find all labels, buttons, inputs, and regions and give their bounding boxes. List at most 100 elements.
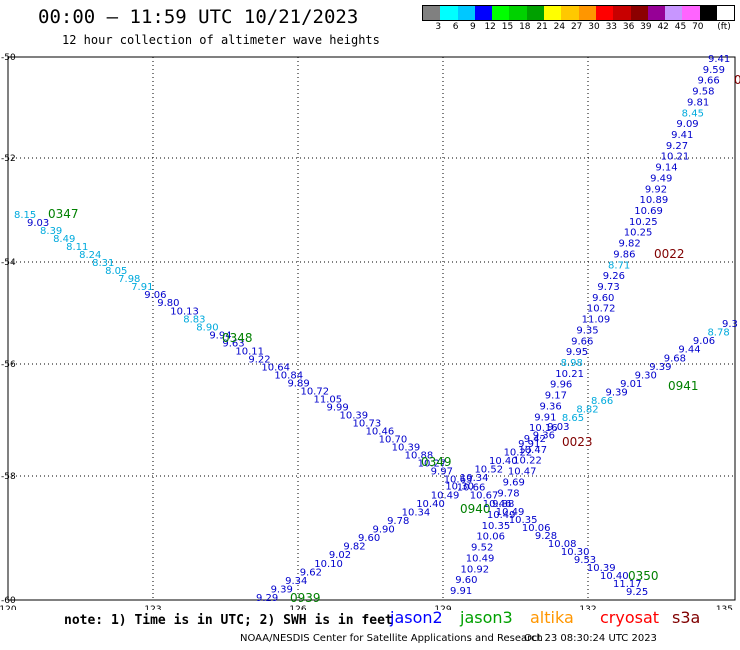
swh-value: 8.98 [561, 358, 583, 369]
map-title: 00:00 – 11:59 UTC 10/21/2023 [38, 6, 359, 28]
swh-value: 9.14 [655, 163, 677, 174]
legend-label: 30 [588, 22, 600, 32]
swh-value: 10.25 [624, 228, 653, 239]
swh-value: 9.29 [256, 593, 278, 604]
legend-label: 45 [674, 22, 687, 32]
color-legend: 3 6 9 12 15 18 21 24 27 30 33 36 39 42 45 70 (ft) [422, 5, 740, 35]
swh-value: 10.40 [416, 499, 445, 510]
swh-value: 10.47 [518, 445, 547, 456]
swh-value: 9.91 [518, 439, 540, 450]
swh-value: 10.39 [587, 563, 616, 574]
lon-tick-label: 120 [0, 605, 17, 610]
swh-value: 9.39 [271, 584, 293, 595]
swh-value: 9.99 [327, 403, 349, 414]
legend-swatch [578, 6, 596, 20]
swh-value: 9.09 [676, 119, 698, 130]
altimeter-tracks: 8.159.038.398.498.118.248.318.057.987.91… [14, 54, 738, 604]
legend-swatch [440, 6, 458, 20]
lat-tick-label: -54 [1, 258, 16, 268]
satellite-jason2: jason2 [390, 608, 443, 627]
swh-value: 8.49 [53, 234, 75, 245]
pass-time-label: 0022 [654, 247, 685, 261]
swh-value: 10.25 [629, 217, 658, 228]
pass-time-label: 0350 [628, 569, 659, 583]
swh-value: 9.22 [248, 354, 270, 365]
swh-value: 8.15 [14, 210, 36, 221]
swh-value: 10.30 [561, 547, 590, 558]
swh-value: 9.06 [144, 290, 166, 301]
swh-value: 9.44 [678, 345, 700, 356]
swh-value: 8.82 [576, 405, 598, 416]
legend-swatch [509, 6, 527, 20]
satellite-altika: altika [530, 608, 574, 627]
swh-value: 9.91 [450, 586, 472, 597]
lat-tick-label: -58 [1, 472, 16, 482]
swh-value: 9.36 [540, 401, 562, 412]
swh-value: 10.10 [314, 559, 343, 570]
swh-value: 9.06 [693, 336, 715, 347]
swh-value: 10.40 [489, 456, 518, 467]
lat-tick-label: -56 [1, 360, 16, 370]
swh-value: 10.22 [504, 447, 533, 458]
wave-height-map: 120 123 126 129 132 135 -50 -52 -54 -56 -58 -60 8.1… [0, 53, 740, 610]
swh-value: 10.06 [476, 532, 505, 543]
swh-value: 9.49 [650, 173, 672, 184]
lat-tick-label: -52 [1, 154, 16, 164]
swh-value: 10.34 [460, 473, 489, 484]
lon-tick-label: 129 [434, 605, 451, 610]
swh-value: 7.98 [118, 274, 140, 285]
swh-value: 9.34 [285, 576, 307, 587]
legend-label: 6 [452, 22, 459, 32]
legend-swatch [665, 6, 683, 20]
swh-value: 10.35 [509, 515, 538, 526]
swh-value: 8.83 [183, 314, 205, 325]
swh-value: 10.46 [483, 499, 512, 510]
swh-value: 10.11 [235, 346, 264, 357]
swh-value: 9.35 [576, 325, 598, 336]
legend-swatch [647, 6, 666, 20]
swh-value: 9.03 [547, 422, 569, 433]
swh-value: 9.58 [692, 87, 714, 98]
swh-value: 9.59 [703, 65, 725, 76]
legend-swatch [561, 6, 579, 20]
legend-label: 9 [470, 22, 476, 32]
swh-value: 10.52 [474, 465, 503, 476]
swh-value: 9.68 [664, 353, 686, 364]
swh-value: 9.60 [592, 293, 614, 304]
swh-value: 10.89 [640, 195, 669, 206]
swh-value: 9.36 [533, 430, 555, 441]
map-grid [7, 56, 736, 601]
swh-value: 9.91 [534, 412, 556, 423]
units-note: note: 1) Time is in UTC; 2) SWH is in fe… [64, 613, 393, 628]
swh-value: 9.73 [597, 282, 619, 293]
pass-time-label: 0347 [48, 207, 79, 221]
legend-label: 21 [536, 22, 548, 32]
swh-value: 10.40 [600, 571, 629, 582]
swh-value: 10.69 [634, 206, 663, 217]
swh-value: 9.60 [455, 575, 477, 586]
swh-value: 10.49 [466, 553, 495, 564]
swh-value: 9.03 [27, 218, 49, 229]
swh-value: 10.39 [392, 443, 421, 454]
legend-swatch [526, 6, 545, 20]
lon-tick-label: 123 [144, 605, 161, 610]
swh-value: 9.63 [222, 338, 244, 349]
swh-value: 10.49 [496, 507, 525, 518]
legend-swatch [492, 6, 510, 20]
legend-label: 18 [519, 22, 531, 32]
swh-value: 10.46 [366, 427, 395, 438]
swh-value: 10.72 [300, 386, 329, 397]
legend-swatch [423, 6, 441, 20]
swh-value: 9.41 [671, 130, 693, 141]
swh-value: 10.39 [340, 411, 369, 422]
swh-value: 10.35 [482, 521, 511, 532]
pass-time-label: 0940 [460, 502, 491, 516]
legend-swatch [682, 6, 700, 20]
lat-tick-label: -60 [1, 596, 16, 606]
swh-value: 9.62 [300, 567, 322, 578]
swh-value: 10.64 [261, 362, 290, 373]
pass-time-label: 0939 [290, 591, 321, 605]
swh-value: 9.41 [708, 54, 730, 65]
swh-value: 11.09 [582, 315, 611, 326]
swh-value: 9.69 [503, 477, 525, 488]
